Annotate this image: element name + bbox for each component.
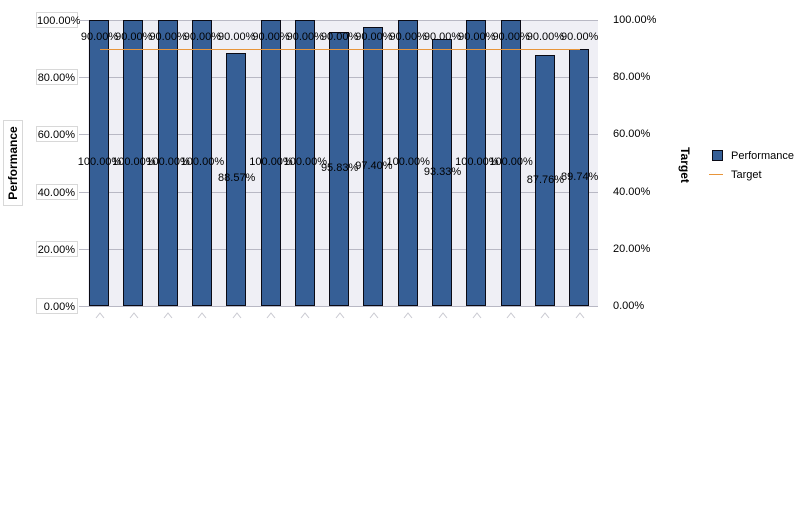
performance-value-label: 100.00% <box>386 156 430 168</box>
target-line <box>99 48 580 50</box>
x-tick-marker-icon <box>197 311 207 319</box>
target-value-label: 90.00% <box>355 31 393 43</box>
bar-swatch-icon <box>712 150 723 161</box>
performance-bar[interactable] <box>534 55 555 306</box>
x-tick-marker-icon <box>129 311 139 319</box>
legend-item-performance[interactable]: Performance <box>708 146 794 165</box>
target-value-label: 90.00% <box>183 31 222 43</box>
x-tick-marker-icon <box>232 311 242 319</box>
performance-bar[interactable] <box>157 20 178 306</box>
performance-bar[interactable] <box>89 20 109 306</box>
performance-value-label: 95.83% <box>320 161 359 174</box>
legend-item-target[interactable]: Target <box>708 165 794 184</box>
target-value-label: 90.00% <box>526 31 565 43</box>
target-value-label: 90.00% <box>320 31 359 43</box>
x-tick-marker-icon <box>300 311 310 319</box>
performance-value-label: 87.76% <box>526 173 565 186</box>
x-tick-marker-icon <box>266 311 276 319</box>
performance-bar[interactable] <box>432 39 452 306</box>
performance-value-label: 100.00% <box>283 156 328 168</box>
target-value-label: 90.00% <box>561 31 599 43</box>
x-tick-marker-icon <box>369 311 379 319</box>
plot-area <box>88 20 598 307</box>
target-value-label: 90.00% <box>252 31 290 43</box>
performance-bar[interactable] <box>569 49 590 306</box>
x-tick-marker-icon <box>506 311 516 319</box>
y-tick-label: 80.00% <box>36 69 78 86</box>
performance-bar[interactable] <box>123 20 144 306</box>
performance-bar[interactable] <box>294 20 315 306</box>
y-tick-mark <box>79 20 88 21</box>
y-tick-label: 100.00% <box>36 12 80 28</box>
left-axis-title: Performance <box>3 120 23 206</box>
right-axis-title: Target <box>678 147 692 183</box>
performance-value-label: 100.00% <box>77 156 122 168</box>
performance-bar[interactable] <box>500 20 521 306</box>
performance-bar[interactable] <box>466 20 487 306</box>
y2-tick-label: 80.00% <box>613 71 651 84</box>
line-swatch-icon <box>709 174 723 175</box>
performance-value-label: 89.74% <box>561 170 599 183</box>
gridline <box>88 306 598 307</box>
target-value-label: 90.00% <box>115 31 153 43</box>
performance-value-label: 100.00% <box>146 156 190 168</box>
performance-value-label: 93.33% <box>423 165 462 178</box>
y-tick-label: 40.00% <box>36 183 78 200</box>
performance-value-label: 100.00% <box>455 156 499 168</box>
y-tick-mark <box>79 306 88 307</box>
y2-tick-label: 0.00% <box>613 300 645 312</box>
y2-tick-label: 20.00% <box>613 242 651 255</box>
target-value-label: 90.00% <box>458 31 496 43</box>
performance-value-label: 100.00% <box>249 156 293 168</box>
performance-bar[interactable] <box>260 20 281 306</box>
x-tick-marker-icon <box>438 311 448 319</box>
x-tick-marker-icon <box>472 311 482 319</box>
x-tick-marker-icon <box>403 311 413 319</box>
y-tick-mark <box>79 134 88 136</box>
performance-bar[interactable] <box>226 52 247 306</box>
performance-bar[interactable] <box>329 31 350 306</box>
performance-bar[interactable] <box>363 27 384 306</box>
y2-tick-label: 100.00% <box>613 14 657 26</box>
target-value-label: 90.00% <box>389 31 427 43</box>
performance-bar[interactable] <box>397 20 418 306</box>
y-tick-mark <box>79 248 88 250</box>
performance-value-label: 100.00% <box>112 156 156 168</box>
performance-value-label: 100.00% <box>180 156 225 168</box>
target-value-label: 90.00% <box>492 31 530 43</box>
y-tick-mark <box>79 191 88 193</box>
y-tick-label: 60.00% <box>36 126 78 143</box>
y2-tick-label: 40.00% <box>613 185 651 198</box>
gridline <box>88 20 598 21</box>
x-tick-marker-icon <box>95 311 105 319</box>
performance-value-label: 97.40% <box>355 159 393 172</box>
x-tick-marker-icon <box>575 311 585 319</box>
performance-value-label: 100.00% <box>489 156 533 168</box>
performance-bar[interactable] <box>191 20 212 306</box>
y-tick-label: 20.00% <box>36 240 78 257</box>
performance-value-label: 88.57% <box>218 172 256 185</box>
x-tick-marker-icon <box>335 311 345 319</box>
target-value-label: 90.00% <box>80 31 119 43</box>
x-tick-marker-icon <box>540 311 550 319</box>
x-tick-marker-icon <box>163 311 173 319</box>
legend: Performance Target <box>708 146 794 184</box>
target-value-label: 90.00% <box>423 31 462 43</box>
y2-tick-label: 60.00% <box>613 128 651 141</box>
y-tick-mark <box>79 77 88 79</box>
target-value-label: 90.00% <box>286 31 324 43</box>
y-tick-label: 0.00% <box>36 298 78 314</box>
target-value-label: 90.00% <box>218 31 256 43</box>
target-value-label: 90.00% <box>149 31 187 43</box>
